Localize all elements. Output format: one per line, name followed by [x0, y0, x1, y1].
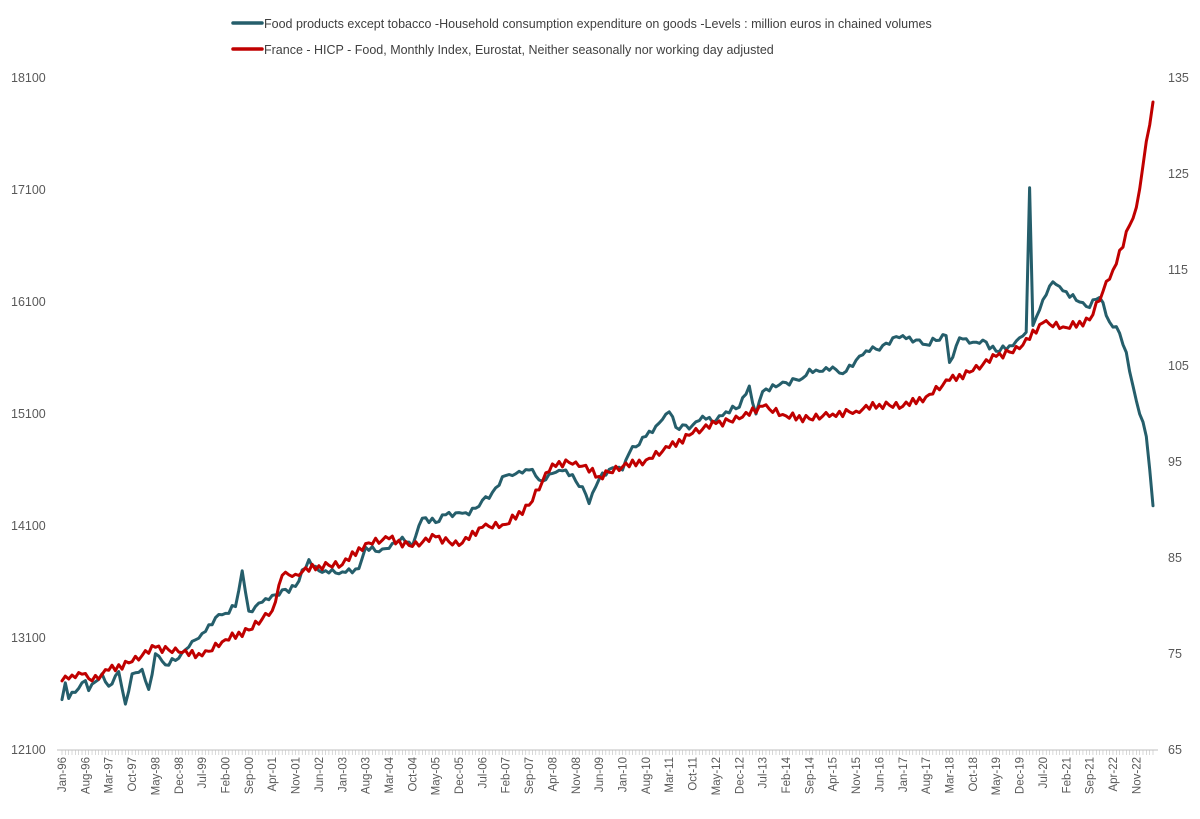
chart-legend: Food products except tobacco -Household … [231, 17, 932, 57]
x-tick-label: Aug-17 [921, 757, 933, 794]
x-tick-label: Jul-13 [758, 757, 770, 788]
y-right-tick-label: 105 [1168, 359, 1189, 373]
x-tick-label: Sep-21 [1085, 757, 1097, 794]
x-tick-label: Dec-05 [454, 757, 466, 794]
x-tick-label: Feb-14 [781, 756, 793, 793]
x-tick-label: Oct-18 [968, 757, 980, 792]
y-left-tick-label: 14100 [11, 519, 46, 533]
x-tick-label: Nov-22 [1131, 757, 1143, 794]
x-tick-label: Apr-22 [1108, 757, 1120, 792]
series-line-2 [60, 100, 1155, 683]
y-right-tick-label: 135 [1168, 71, 1189, 85]
x-tick-label: Feb-00 [220, 757, 232, 793]
legend-label-series-2: France - HICP - Food, Monthly Index, Eur… [264, 43, 774, 57]
x-tick-label: Mar-04 [384, 756, 396, 793]
x-tick-label: Dec-19 [1015, 757, 1027, 794]
x-tick-label: Aug-96 [80, 757, 92, 794]
x-tick-label: Nov-01 [291, 757, 303, 794]
x-tick-label: May-05 [431, 757, 443, 795]
y-left-tick-label: 18100 [11, 71, 46, 85]
x-tick-label: Aug-10 [641, 757, 653, 794]
y-right-tick-label: 125 [1168, 167, 1189, 181]
x-tick-label: Jun-16 [874, 757, 886, 792]
x-tick-label: Aug-03 [361, 757, 373, 794]
x-tick-label: May-12 [711, 757, 723, 795]
legend-label-series-1: Food products except tobacco -Household … [264, 17, 932, 31]
x-tick-label: Sep-07 [524, 757, 536, 794]
x-tick-label: Dec-98 [174, 757, 186, 794]
x-tick-label: Mar-97 [104, 757, 116, 793]
x-tick-label: Jun-09 [594, 757, 606, 792]
y-left-tick-label: 13100 [11, 631, 46, 645]
y-right-tick-label: 75 [1168, 647, 1182, 661]
x-tick-label: Jan-10 [618, 757, 630, 792]
y-right-tick-label: 85 [1168, 551, 1182, 565]
x-axis: Jan-96 Aug-96 Mar-97 Oct-97 May-98 Dec-98 Jul-… [57, 750, 1154, 795]
x-tick-label: Jan-03 [337, 757, 349, 792]
x-tick-label: Apr-01 [267, 757, 279, 792]
x-tick-label: Oct-97 [127, 757, 139, 792]
y-axis-left: 12100 13100 14100 15100 16100 17100 18100 [11, 71, 46, 757]
y-left-tick-label: 12100 [11, 743, 46, 757]
x-tick-label: Apr-08 [547, 757, 559, 792]
legend-item-series-2: France - HICP - Food, Monthly Index, Eur… [231, 43, 774, 57]
y-left-tick-label: 16100 [11, 295, 46, 309]
x-tick-label: Oct-04 [407, 756, 419, 791]
x-tick-label: Jun-02 [314, 757, 326, 792]
x-tick-label: May-19 [991, 757, 1003, 795]
legend-item-series-1: Food products except tobacco -Household … [231, 17, 932, 31]
x-tick-label: Mar-11 [664, 757, 676, 793]
x-tick-label: Nov-08 [571, 757, 583, 794]
x-tick-label: Jan-96 [57, 757, 69, 792]
x-tick-label: Dec-12 [734, 757, 746, 794]
x-tick-label: Sep-00 [244, 757, 256, 794]
series-layer [60, 100, 1155, 706]
x-tick-label: Jul-99 [197, 757, 209, 788]
x-tick-label: Apr-15 [828, 757, 840, 792]
x-tick-label: May-98 [150, 757, 162, 795]
x-tick-label: Mar-18 [944, 757, 956, 793]
y-left-tick-label: 17100 [11, 183, 46, 197]
x-tick-label: Feb-21 [1061, 757, 1073, 793]
y-right-tick-label: 95 [1168, 455, 1182, 469]
x-tick-label: Nov-15 [851, 757, 863, 794]
series-line-1 [60, 186, 1155, 706]
y-left-tick-label: 15100 [11, 407, 46, 421]
x-tick-label: Jul-20 [1038, 757, 1050, 788]
x-tick-label: Jul-06 [477, 757, 489, 788]
y-right-tick-label: 65 [1168, 743, 1182, 757]
x-tick-label: Oct-11 [688, 757, 700, 791]
y-right-tick-label: 115 [1168, 263, 1188, 277]
x-tick-label: Jan-17 [898, 757, 910, 792]
y-axis-right: 65 75 85 95 105 115 125 135 [1168, 71, 1189, 757]
x-tick-label: Sep-14 [804, 756, 816, 794]
x-tick-label: Feb-07 [501, 757, 513, 793]
